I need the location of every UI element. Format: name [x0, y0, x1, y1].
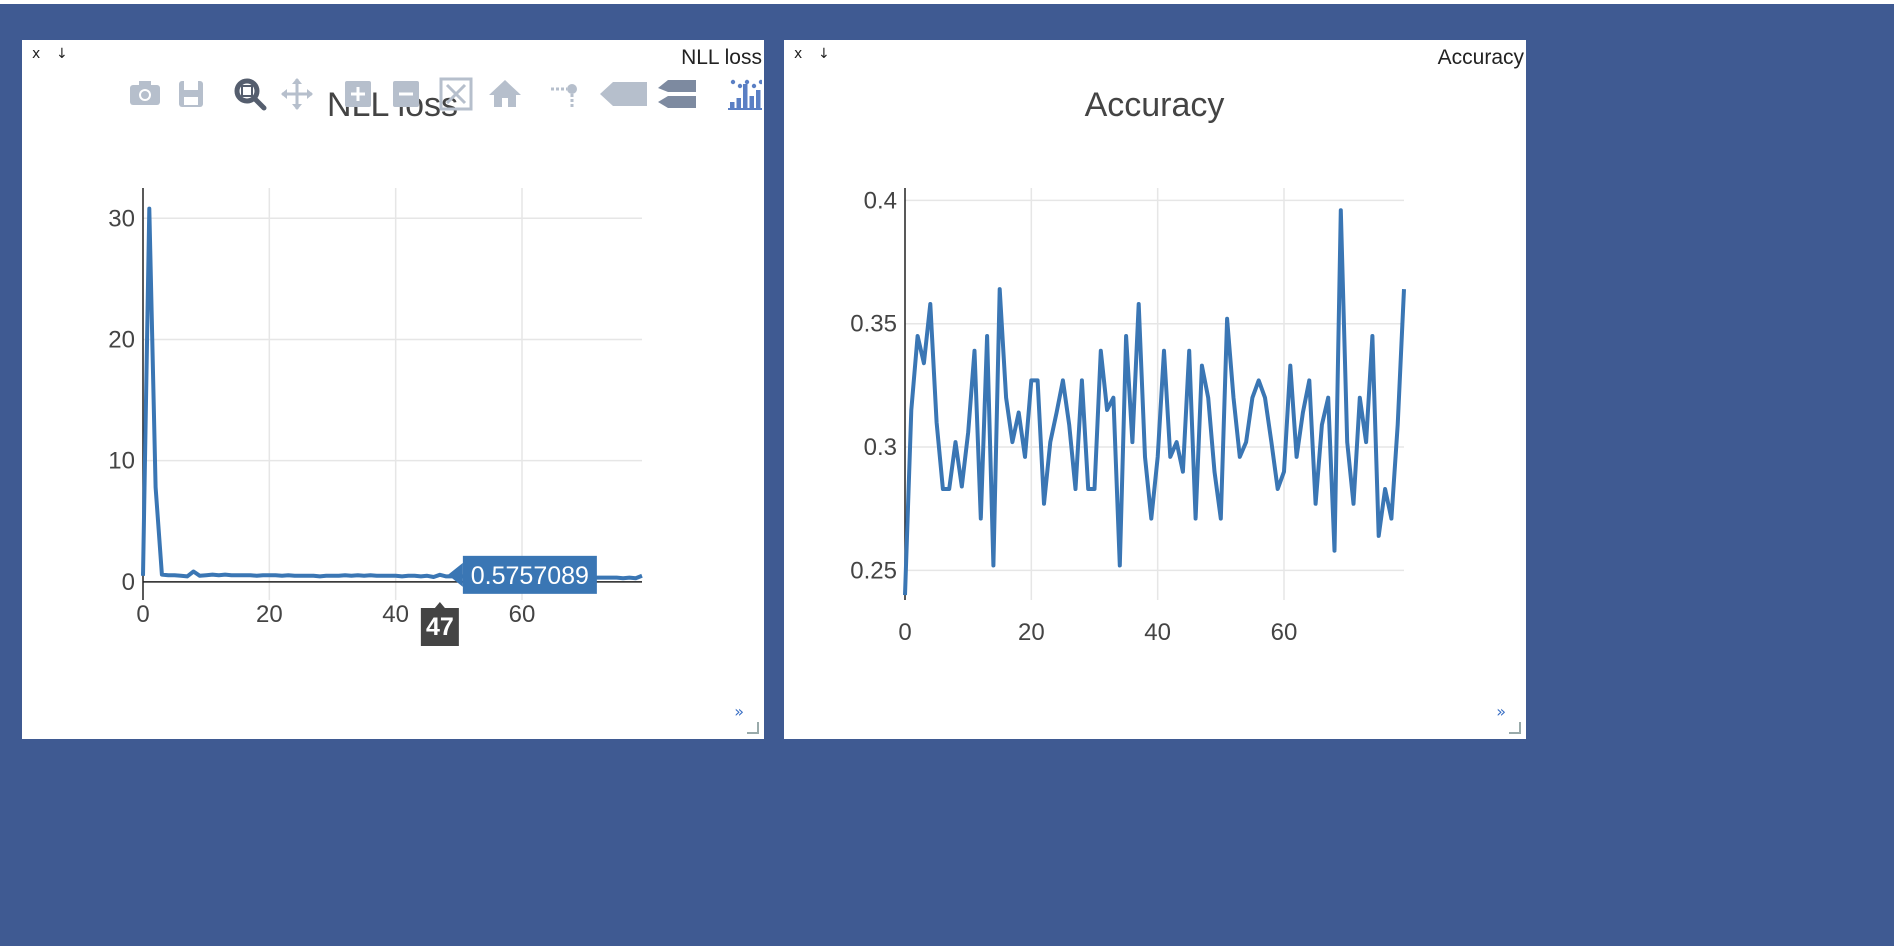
autoscale-icon[interactable]: Autoscale	[439, 77, 473, 111]
logo-dot	[758, 79, 764, 85]
disk-label	[184, 97, 198, 105]
zoom-box	[241, 85, 253, 97]
logo-dot	[737, 83, 743, 89]
pan-up	[292, 78, 302, 84]
auto-frame	[439, 77, 473, 111]
plotly-logo-icon[interactable]: Produced with Plotly	[728, 79, 778, 110]
logo-dot	[751, 83, 757, 89]
hover-x-pointer	[434, 602, 445, 608]
series-line[interactable]	[903, 208, 1406, 596]
x-tick-label: 0	[898, 619, 911, 646]
y-tick-label: 0.3	[864, 434, 897, 461]
logo-bar	[756, 90, 761, 108]
auto-d2	[445, 83, 467, 105]
hover-x-text: 47	[426, 613, 454, 641]
x-tick-label: 0	[136, 601, 149, 628]
hover-y-text: 0.5757089	[471, 562, 589, 590]
hover-x-label: 47	[420, 602, 459, 646]
close-button[interactable]: x	[794, 46, 803, 62]
zoom-out-icon[interactable]: Zoom out	[393, 81, 419, 107]
x-tick-label: 40	[382, 601, 409, 628]
zoom-in-icon[interactable]: Zoom in	[345, 81, 371, 107]
camera-lens	[141, 91, 149, 99]
expand-button[interactable]: »	[1496, 702, 1506, 721]
logo-bar	[749, 96, 754, 108]
accuracy-chart[interactable]: Accuracy 0 20 40 60 0.25 0.3 0.35 0.4	[784, 40, 1526, 739]
save-icon[interactable]: Save and edit plot	[179, 81, 203, 107]
accuracy-pane: x ↓ Accuracy Accuracy 0 20 40 60 0.25 0.3 0.35 0…	[784, 40, 1526, 739]
spike-dot	[567, 84, 577, 94]
top-strip	[0, 0, 1894, 4]
pane-title: Accuracy	[1437, 46, 1524, 69]
close-button[interactable]: x	[32, 46, 41, 62]
home-door	[502, 98, 508, 107]
closest-tag	[600, 82, 647, 106]
pan-down	[292, 104, 302, 110]
pan-left	[281, 89, 287, 99]
compare-tag-2	[658, 96, 696, 108]
series-line[interactable]	[141, 206, 643, 581]
hover-compare-icon[interactable]: Compare data on hover	[658, 80, 696, 108]
download-button[interactable]: ↓	[818, 46, 830, 62]
zoom-handle	[252, 96, 267, 111]
x-tick-label: 60	[509, 601, 536, 628]
pane-title: NLL loss	[681, 46, 762, 69]
hover-x-box	[420, 608, 459, 646]
zout-h	[399, 92, 413, 96]
logo-dot	[744, 79, 750, 85]
spike-icon[interactable]: Toggle Spike Lines	[551, 84, 577, 108]
y-tick-label: 20	[108, 326, 135, 353]
camera-icon[interactable]: Download plot as a png	[130, 81, 160, 105]
logo-bar	[730, 102, 735, 108]
zoom-lens	[234, 78, 260, 104]
home-icon[interactable]: Reset axes	[489, 80, 521, 107]
logo-dot	[730, 79, 736, 85]
y-tick-label: 0	[122, 569, 135, 596]
zoom-icon[interactable]: Zoom	[234, 78, 267, 111]
logo-bar	[736, 98, 741, 108]
zin-v	[356, 87, 360, 101]
resize-handle[interactable]	[1509, 722, 1521, 734]
hover-y-pointer	[447, 562, 463, 587]
x-tick-label: 20	[256, 601, 283, 628]
loss-pane: x ↓ NLL loss NLL loss 0 20 40 60 0 10 20 30 47 0.5…	[22, 40, 778, 739]
camera-top	[139, 81, 151, 86]
disk-shutter	[184, 81, 198, 90]
expand-button[interactable]: »	[734, 702, 744, 721]
y-tick-label: 0.35	[850, 311, 897, 338]
logo-bar	[743, 84, 748, 108]
pan-icon[interactable]: Pan	[281, 78, 313, 110]
y-tick-label: 30	[108, 205, 135, 232]
y-tick-label: 0.4	[864, 187, 897, 214]
hover-y-label: 0.5757089	[447, 555, 597, 594]
x-tick-label: 20	[1018, 619, 1045, 646]
resize-handle[interactable]	[747, 722, 759, 734]
hover-closest-icon[interactable]: Show closest data on hover	[600, 82, 647, 106]
loss-chart[interactable]: NLL loss 0 20 40 60 0 10 20 30 47 0.5757089	[22, 40, 764, 739]
download-button[interactable]: ↓	[56, 46, 68, 62]
pan-right	[307, 89, 313, 99]
home-shape	[489, 80, 521, 107]
x-tick-label: 40	[1144, 619, 1171, 646]
y-tick-label: 10	[108, 448, 135, 475]
modebar: Download plot as a png Save and edit plot…	[102, 74, 778, 114]
y-tick-label: 0.25	[850, 557, 897, 584]
hover-y-box	[462, 555, 597, 594]
compare-tag-1	[658, 80, 696, 92]
chart-title: Accuracy	[1085, 86, 1225, 124]
x-tick-label: 60	[1271, 619, 1298, 646]
